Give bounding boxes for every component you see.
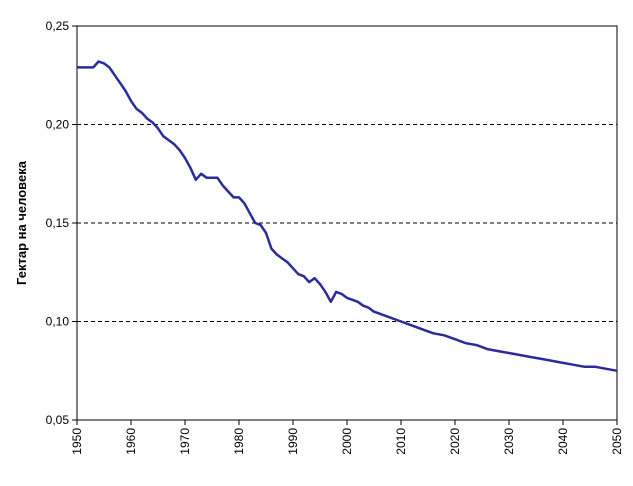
y-tick-label: 0,20: [46, 118, 70, 132]
gridlines: [77, 124, 617, 322]
x-axis: 1950 1960 1970 1980 1990 2000 2010 2020 2030 2040…: [70, 420, 624, 455]
x-tick-label: 2000: [340, 428, 354, 455]
series-group: [77, 60, 618, 373]
y-axis-title: Гектар на человека: [14, 160, 29, 285]
y-axis: 0,05 0,10 0,15 0,20 0,25: [46, 19, 77, 427]
y-tick-label: 0,25: [46, 19, 70, 33]
x-tick-label: 2010: [394, 428, 408, 455]
x-tick-label: 2030: [502, 428, 516, 455]
x-tick-label: 1970: [178, 428, 192, 455]
x-tick-label: 2050: [610, 428, 624, 455]
y-tick-label: 0,10: [46, 315, 70, 329]
x-tick-label: 1990: [286, 428, 300, 455]
x-tick-label: 2040: [556, 428, 570, 455]
x-tick-label: 1980: [232, 428, 246, 455]
y-tick-label: 0,05: [46, 413, 70, 427]
x-tick-label: 1960: [124, 428, 138, 455]
x-tick-label: 2020: [448, 428, 462, 455]
series-line: [77, 60, 618, 373]
y-tick-label: 0,15: [46, 216, 70, 230]
x-tick-label: 1950: [70, 428, 84, 455]
